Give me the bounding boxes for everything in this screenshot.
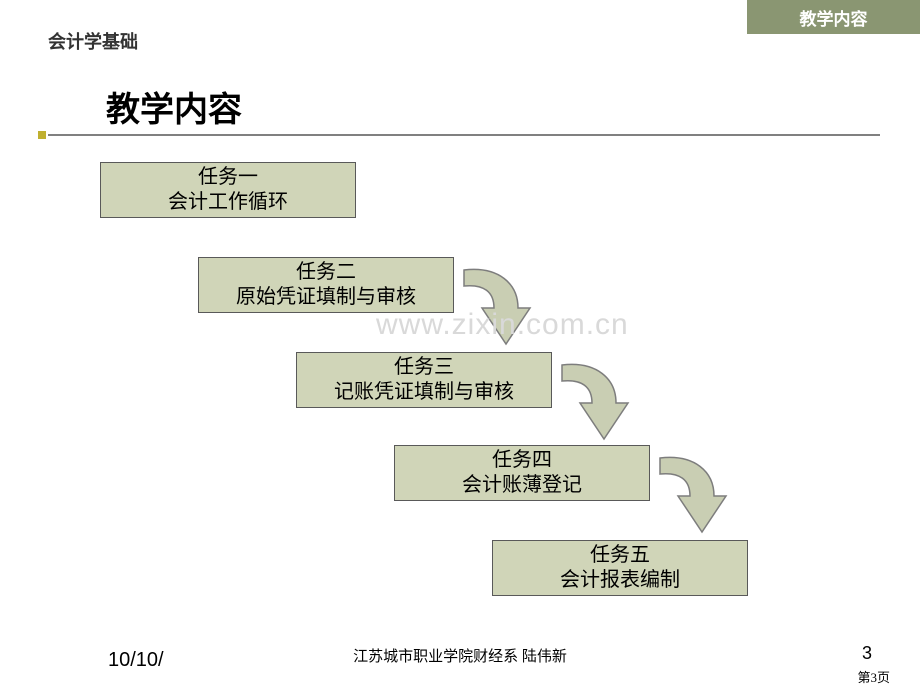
divider-line: [48, 134, 880, 136]
flow-arrow-3: [640, 450, 730, 550]
task-desc: 记账凭证填制与审核: [334, 380, 514, 405]
slide-number: 3: [862, 643, 872, 664]
flow-arrow-2: [542, 357, 632, 457]
accent-square: [38, 131, 46, 139]
page-ordinal: 第3页: [857, 667, 890, 686]
task-title: 任务一: [198, 165, 258, 190]
subject-label: 会计学基础: [48, 28, 138, 54]
task-box-1: 任务一会计工作循环: [100, 162, 356, 218]
footer-center: 江苏城市职业学院财经系 陆伟新: [0, 645, 920, 666]
header-tag: 教学内容: [747, 0, 920, 34]
task-desc: 会计账薄登记: [462, 473, 582, 498]
task-desc: 会计工作循环: [168, 190, 288, 215]
task-desc: 原始凭证填制与审核: [236, 285, 416, 310]
flow-arrow-1: [444, 262, 534, 362]
task-box-2: 任务二原始凭证填制与审核: [198, 257, 454, 313]
task-title: 任务二: [296, 260, 356, 285]
page-title: 教学内容: [106, 82, 242, 131]
header-tag-label: 教学内容: [800, 5, 868, 30]
task-desc: 会计报表编制: [560, 568, 680, 593]
